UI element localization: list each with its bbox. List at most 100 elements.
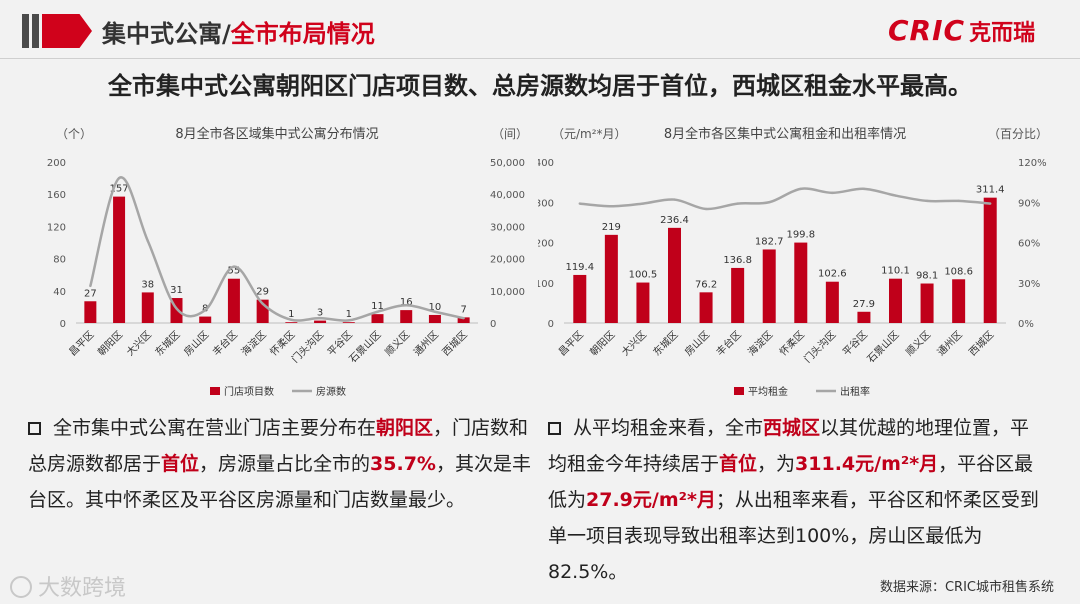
bar — [371, 314, 384, 323]
chart-rent-occupancy: 8月全市各区集中式公寓租金和出租率情况 （元/m²*月） （百分比） 0 100 200 3… — [538, 126, 1048, 398]
bar-value-label: 11 — [371, 301, 384, 312]
bar-value-label: 157 — [110, 184, 129, 195]
line-point — [405, 304, 408, 307]
right-axis-unit: （间） — [492, 127, 528, 141]
headline: 全市集中式公寓朝阳区门店项目数、总房源数均居于首位，西城区租金水平最高。 — [108, 72, 972, 100]
bar — [636, 282, 650, 323]
bar-value-label: 100.5 — [629, 270, 658, 281]
bullet-text: ，房源量占比全市的 — [199, 453, 371, 475]
x-tick-label: 大兴区 — [619, 328, 649, 358]
left-tick-label: 400 — [538, 158, 554, 169]
line-point — [462, 316, 465, 320]
section-highlight: 全市布局情况 — [230, 20, 375, 48]
bullet-text: 以其优越的地理位置，平均租金今年持续居于 — [548, 417, 1030, 475]
line-point — [989, 202, 992, 205]
bullet-text: 全市集中式公寓在营业门店主要分布在 — [53, 417, 377, 439]
bullet-text: ，平谷区最低为 — [548, 453, 1034, 511]
bar — [84, 301, 97, 323]
line-point — [204, 308, 207, 312]
header: 集中式公寓/全市布局情况 CRIC 克而瑞 — [0, 0, 1080, 62]
bullet-distribution: 全市集中式公寓在营业门店主要分布在朝阳区，门店数和总房源数都居于首位，房源量占比… — [28, 410, 538, 518]
line-point — [831, 191, 834, 195]
bar — [794, 242, 808, 323]
line-point — [578, 202, 581, 205]
bar — [920, 283, 934, 323]
data-source: 数据来源：CRIC城市租售系统 — [879, 580, 1054, 595]
bullet-square-icon — [28, 422, 41, 435]
chart-title: 8月全市各区集中式公寓租金和出租率情况 — [664, 126, 906, 142]
left-tick-label: 300 — [538, 198, 554, 209]
bar — [285, 322, 298, 323]
logo: CRIC 克而瑞 — [888, 14, 1035, 47]
bar-value-label: 27.9 — [853, 299, 875, 310]
line-point — [768, 201, 771, 204]
line-point — [610, 205, 613, 208]
bar — [762, 249, 776, 323]
left-tick-label: 200 — [47, 158, 66, 169]
series-line — [579, 187, 991, 211]
x-tick-label: 门头沟区 — [289, 328, 326, 365]
bar — [604, 234, 618, 323]
right-tick-label: 40,000 — [490, 190, 525, 201]
x-tick-label: 西城区 — [440, 329, 470, 359]
x-tick-label: 顺义区 — [903, 329, 933, 359]
line-point — [347, 319, 350, 322]
bullet-square-icon — [548, 422, 561, 435]
bar-value-label: 110.1 — [881, 266, 910, 277]
bar — [314, 320, 327, 323]
x-tick-label: 怀柔区 — [777, 329, 807, 359]
line-point — [433, 310, 437, 313]
bar-value-label: 311.4 — [976, 185, 1005, 196]
left-tick-label: 80 — [53, 255, 66, 266]
section-label: 集中式公寓/ — [102, 20, 231, 48]
x-tick-label: 门头沟区 — [801, 328, 838, 365]
page-title: 集中式公寓/全市布局情况 — [102, 14, 375, 49]
x-tick-label: 西城区 — [967, 329, 997, 359]
bar-value-label: 102.6 — [818, 269, 847, 280]
left-tick-label: 120 — [47, 222, 66, 233]
line-point — [894, 194, 897, 197]
legend-line-label: 出租率 — [840, 385, 870, 398]
line-point — [641, 202, 645, 205]
x-tick-label: 房山区 — [682, 328, 712, 358]
watermark: 大数跨境 — [10, 570, 126, 602]
x-tick-label: 平谷区 — [840, 329, 870, 359]
bar-value-label: 136.8 — [723, 255, 752, 266]
x-tick-label: 丰台区 — [210, 328, 240, 358]
bullet-rent: 从平均租金来看，全市西城区以其优越的地理位置，平均租金今年持续居于首位，为311… — [548, 410, 1048, 590]
right-axis-unit: （百分比） — [988, 127, 1048, 141]
series-line — [89, 176, 464, 322]
bar-value-label: 7 — [460, 304, 466, 315]
right-tick-label: 0% — [1018, 319, 1034, 330]
bar-value-label: 29 — [256, 287, 269, 298]
bullet-text: ，为 — [757, 453, 796, 475]
bullet-highlight: 27.9元/m²*月 — [586, 489, 716, 511]
watermark-icon — [10, 576, 32, 598]
legend-bar-swatch — [734, 387, 744, 395]
line-point — [736, 202, 739, 205]
x-tick-label: 顺义区 — [383, 329, 413, 359]
bar — [428, 314, 441, 323]
bar-value-label: 1 — [346, 309, 352, 320]
line-point — [925, 199, 929, 203]
logo-cn: 克而瑞 — [969, 21, 1036, 46]
line-point — [89, 284, 92, 288]
bar — [983, 197, 997, 323]
left-tick-label: 0 — [548, 319, 554, 330]
line-point — [957, 199, 960, 203]
bar — [857, 311, 871, 323]
bar-value-label: 3 — [317, 308, 323, 319]
right-tick-label: 0 — [490, 319, 496, 330]
chart-distribution: 8月全市各区域集中式公寓分布情况 （个） （间） 0 40 80 120 160 200 0 10,… — [47, 126, 528, 398]
x-tick-label: 大兴区 — [124, 328, 154, 358]
x-tick-label: 房山区 — [181, 328, 211, 358]
right-tick-label: 120% — [1018, 158, 1047, 169]
legend-bar-swatch — [210, 387, 220, 395]
bullet-text: ，门店数和总房源数都居于 — [28, 417, 529, 475]
right-tick-label: 50,000 — [490, 158, 525, 169]
x-tick-label: 海淀区 — [745, 328, 775, 358]
x-tick-label: 通州区 — [935, 329, 965, 359]
bar — [573, 274, 587, 323]
legend-line-label: 房源数 — [316, 385, 346, 398]
x-tick-label: 东城区 — [650, 328, 680, 358]
